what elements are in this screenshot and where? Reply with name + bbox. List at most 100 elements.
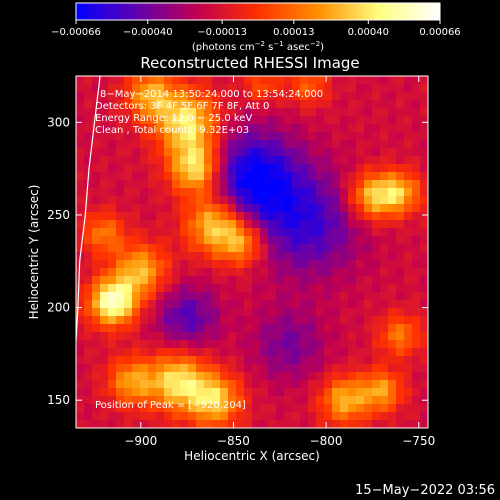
heatmap-cell	[204, 116, 213, 125]
heatmap-cell	[348, 316, 357, 325]
heatmap-cell	[292, 244, 301, 253]
heatmap-cell	[204, 356, 213, 365]
heatmap-cell	[300, 140, 309, 149]
heatmap-cell	[276, 188, 285, 197]
heatmap-cell	[260, 148, 269, 157]
heatmap-cell	[396, 76, 405, 85]
heatmap-cell	[292, 380, 301, 389]
heatmap-cell	[260, 412, 269, 421]
heatmap-cell	[188, 364, 197, 373]
heatmap-cell	[84, 284, 93, 293]
heatmap-cell	[380, 100, 389, 109]
heatmap-cell	[92, 140, 101, 149]
heatmap-cell	[348, 236, 357, 245]
heatmap-cell	[156, 356, 165, 365]
heatmap-cell	[180, 172, 189, 181]
heatmap-cell	[124, 164, 133, 173]
heatmap-cell	[212, 116, 221, 125]
heatmap-cell	[108, 284, 117, 293]
heatmap-cell	[92, 188, 101, 197]
heatmap-cell	[116, 84, 125, 93]
heatmap-cell	[348, 420, 357, 429]
heatmap-cell	[324, 228, 333, 237]
heatmap-cell	[228, 404, 237, 413]
heatmap-cell	[116, 276, 125, 285]
heatmap-cell	[260, 324, 269, 333]
heatmap-cell	[396, 348, 405, 357]
heatmap-cell	[388, 420, 397, 429]
heatmap-cell	[180, 228, 189, 237]
heatmap-cell	[348, 324, 357, 333]
heatmap-cell	[148, 188, 157, 197]
heatmap-cell	[332, 404, 341, 413]
heatmap-cell	[380, 188, 389, 197]
heatmap-cell	[380, 180, 389, 189]
heatmap-cell	[356, 252, 365, 261]
heatmap-cell	[268, 332, 277, 341]
heatmap-cell	[164, 372, 173, 381]
heatmap-cell	[196, 172, 205, 181]
heatmap-cell	[332, 388, 341, 397]
heatmap-cell	[364, 156, 373, 165]
heatmap-cell	[124, 236, 133, 245]
heatmap-cell	[164, 220, 173, 229]
heatmap-cell	[100, 300, 109, 309]
heatmap-cell	[284, 308, 293, 317]
heatmap-cell	[380, 204, 389, 213]
heatmap-cell	[412, 380, 421, 389]
heatmap-cell	[108, 404, 117, 413]
heatmap-cell	[164, 124, 173, 133]
heatmap-cell	[252, 124, 261, 133]
heatmap-cell	[380, 92, 389, 101]
heatmap-cell	[76, 172, 85, 181]
heatmap-cell	[372, 276, 381, 285]
heatmap-cell	[356, 156, 365, 165]
heatmap-cell	[116, 156, 125, 165]
heatmap-cell	[196, 300, 205, 309]
heatmap-cell	[292, 412, 301, 421]
heatmap-cell	[396, 132, 405, 141]
heatmap-cell	[396, 316, 405, 325]
heatmap-cell	[204, 348, 213, 357]
heatmap-cell	[92, 412, 101, 421]
heatmap-cell	[300, 100, 309, 109]
heatmap-cell	[84, 260, 93, 269]
heatmap-cell	[396, 84, 405, 93]
heatmap-cell	[404, 220, 413, 229]
heatmap-cell	[292, 372, 301, 381]
heatmap-cell	[244, 140, 253, 149]
heatmap-cell	[324, 100, 333, 109]
heatmap-cell	[380, 404, 389, 413]
heatmap-cell	[148, 324, 157, 333]
heatmap-cell	[92, 276, 101, 285]
heatmap-cell	[172, 76, 181, 85]
heatmap-cell	[236, 212, 245, 221]
heatmap-cell	[308, 276, 317, 285]
heatmap-cell	[300, 92, 309, 101]
heatmap-cell	[388, 156, 397, 165]
heatmap-cell	[260, 420, 269, 429]
heatmap-cell	[348, 404, 357, 413]
heatmap-cell	[156, 180, 165, 189]
heatmap-cell	[108, 420, 117, 429]
heatmap-cell	[140, 164, 149, 173]
heatmap-cell	[108, 124, 117, 133]
heatmap-cell	[108, 372, 117, 381]
heatmap-cell	[108, 204, 117, 213]
heatmap-cell	[412, 300, 421, 309]
heatmap-cell	[348, 204, 357, 213]
heatmap-cell	[252, 340, 261, 349]
heatmap-cell	[244, 308, 253, 317]
heatmap-cell	[348, 340, 357, 349]
heatmap-cell	[84, 140, 93, 149]
heatmap-cell	[340, 348, 349, 357]
heatmap-cell	[292, 260, 301, 269]
heatmap-cell	[324, 316, 333, 325]
heatmap-cell	[348, 276, 357, 285]
heatmap-cell	[164, 340, 173, 349]
heatmap-cell	[204, 260, 213, 269]
heatmap-cell	[332, 100, 341, 109]
heatmap-cell	[412, 196, 421, 205]
heatmap-cell	[116, 140, 125, 149]
